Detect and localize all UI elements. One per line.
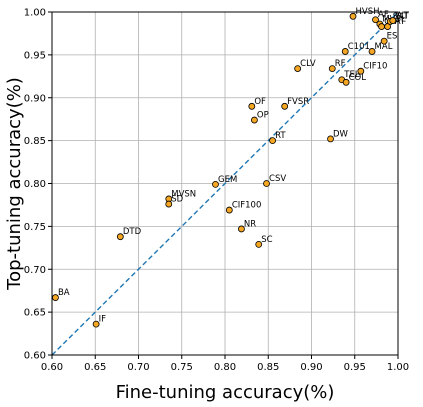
data-point-label: RT — [275, 131, 286, 141]
x-tick-label: 0.85 — [257, 362, 279, 373]
data-point-label: COL — [349, 73, 367, 83]
data-point-label: TEL — [343, 70, 360, 80]
data-point-label: CIF10 — [363, 62, 387, 72]
reference-diagonal-line — [51, 11, 399, 356]
data-point-label: OF — [254, 97, 266, 107]
data-point-label: MVSN — [171, 189, 196, 199]
data-point — [372, 16, 379, 24]
x-tick-label: 0.70 — [127, 362, 149, 373]
x-tick-label: 0.90 — [300, 362, 322, 373]
data-point-label: FVSR — [287, 97, 309, 107]
x-tick-label: 0.95 — [344, 362, 366, 373]
data-point — [165, 200, 173, 208]
y-tick-label: 0.95 — [24, 50, 46, 61]
data-point — [328, 65, 336, 72]
data-point — [349, 12, 357, 20]
data-point-label: C101 — [348, 42, 370, 52]
data-point — [389, 17, 397, 24]
data-point — [225, 206, 233, 214]
data-point — [251, 116, 258, 124]
data-point — [342, 78, 350, 86]
x-axis-ticks: 0.60 0.65 0.70 0.75 0.80 0.85 0.90 0.95 1.00 — [41, 355, 409, 373]
data-point-label: CLV — [300, 59, 316, 69]
y-tick-label: 0.75 — [24, 222, 46, 233]
data-point — [380, 37, 388, 45]
y-tick-label: 0.70 — [24, 265, 46, 276]
data-point — [116, 233, 124, 241]
x-tick-label: 0.80 — [214, 362, 236, 373]
data-point-label: DW — [333, 129, 349, 139]
data-point — [327, 135, 334, 143]
data-point-label: BA — [58, 288, 70, 298]
data-point-label: GEM — [218, 175, 237, 185]
data-point-label: SC — [261, 235, 272, 245]
data-point-label: NR — [244, 219, 256, 229]
x-tick-label: 1.00 — [387, 362, 409, 373]
data-point — [341, 48, 349, 55]
data-point — [212, 180, 219, 188]
data-point-label: CIF100 — [232, 201, 262, 211]
y-tick-label: 0.85 — [24, 136, 46, 147]
data-point-label: WT — [395, 11, 409, 21]
data-point-label: DTD — [123, 227, 142, 237]
y-tick-label: 0.90 — [24, 93, 46, 104]
data-point-label: RF — [335, 59, 346, 69]
data-point-label: CSV — [269, 174, 286, 184]
y-tick-label: 0.80 — [24, 179, 46, 190]
y-axis-label: Top-tuning accuracy(%) — [4, 77, 25, 291]
data-point — [92, 320, 100, 328]
data-point-label: SD — [171, 195, 183, 205]
data-point — [255, 240, 263, 248]
data-point-label: SAT — [393, 12, 410, 22]
data-point-label: MAL — [375, 42, 393, 52]
data-point — [357, 67, 365, 75]
data-point — [281, 102, 289, 110]
data-point-label: ES — [387, 32, 398, 42]
y-tick-label: 0.65 — [24, 308, 46, 319]
data-point-label: IF — [99, 315, 107, 325]
x-tick-label: 0.65 — [84, 362, 106, 373]
data-point — [294, 65, 302, 72]
y-axis-ticks: 0.60 0.65 0.70 0.75 0.80 0.85 0.90 0.95 1.00 — [24, 8, 52, 362]
data-point — [269, 137, 276, 145]
data-point — [248, 102, 256, 110]
data-point — [238, 225, 245, 233]
data-point — [368, 48, 376, 55]
data-point-label: OP — [257, 111, 269, 121]
x-tick-label: 0.60 — [41, 362, 63, 373]
data-point-label: AF — [378, 10, 389, 20]
x-axis-label: Fine-tuning accuracy(%) — [116, 382, 335, 403]
y-tick-label: 1.00 — [24, 8, 46, 19]
y-tick-label: 0.60 — [24, 351, 46, 362]
data-point — [263, 180, 270, 187]
x-tick-label: 0.75 — [171, 362, 193, 373]
